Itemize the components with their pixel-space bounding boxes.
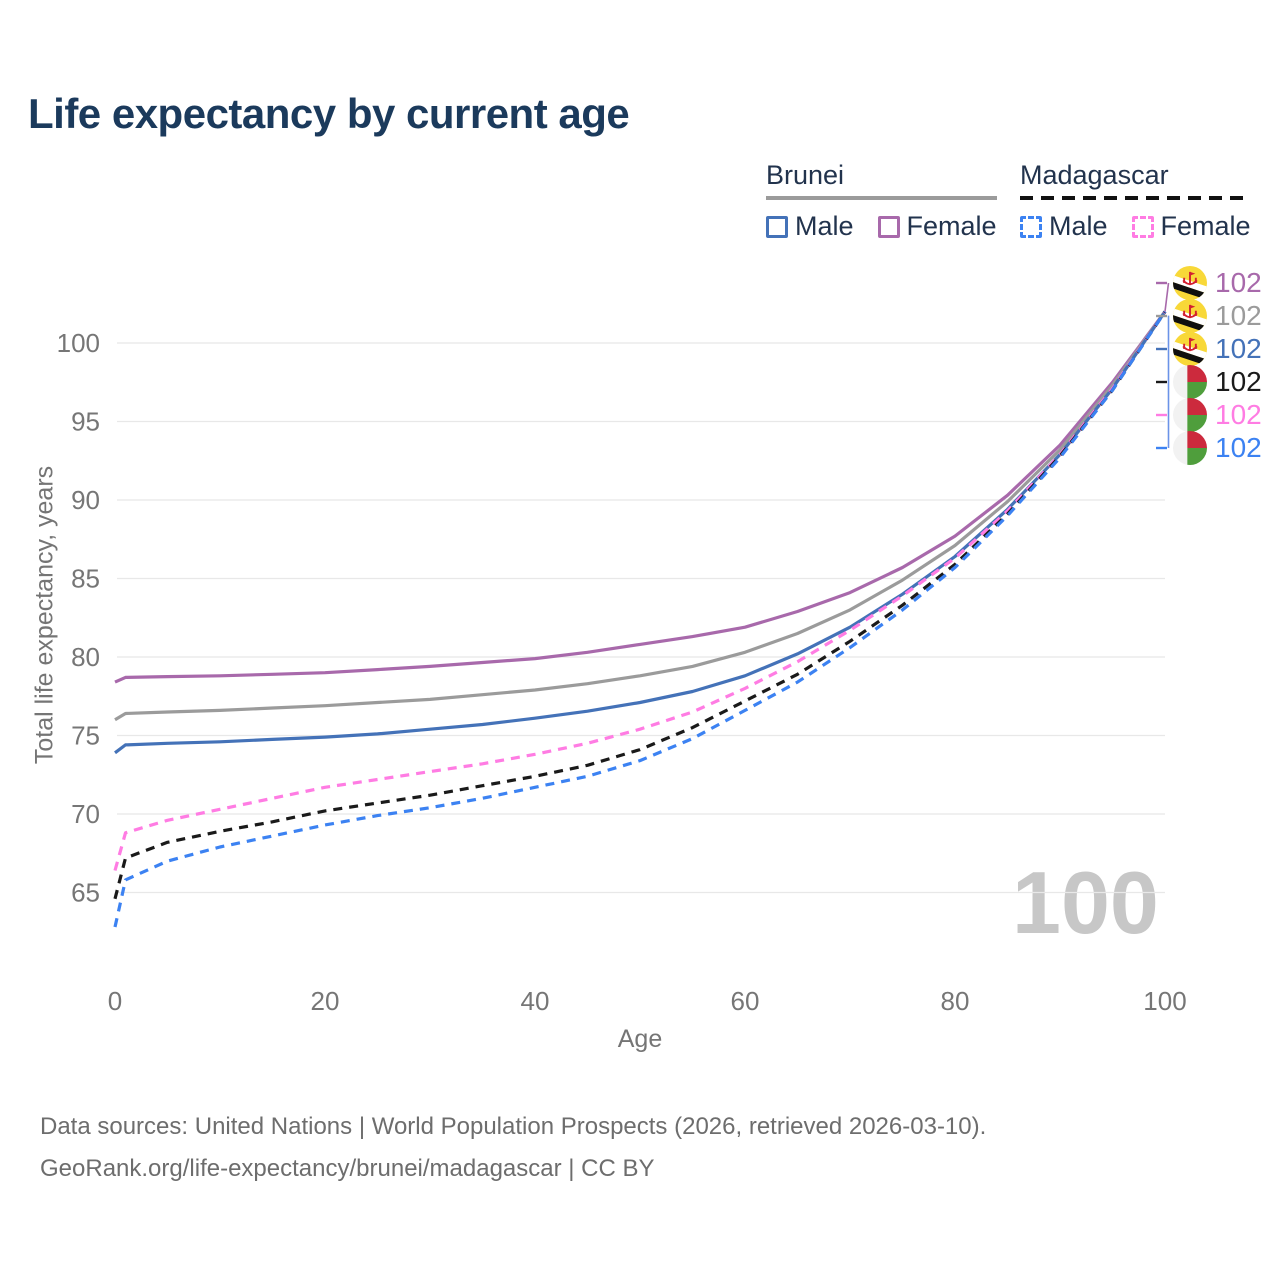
end-value: 102 bbox=[1215, 300, 1262, 331]
footer-link: GeoRank.org/life-expectancy/brunei/madag… bbox=[40, 1155, 655, 1182]
x-tick-label-20: 20 bbox=[311, 986, 340, 1016]
legend-item-label: Male bbox=[795, 211, 854, 241]
series-line-madagascar-both-sexes bbox=[113, 310, 1167, 900]
legend-swatch-icon bbox=[1020, 215, 1042, 238]
x-tick-label-80: 80 bbox=[941, 986, 970, 1016]
x-tick-label-100: 100 bbox=[1143, 986, 1186, 1016]
legend-item-brunei-male[interactable]: Male bbox=[766, 211, 854, 242]
brunei-line-style-icon bbox=[766, 196, 997, 200]
y-tick-label-95: 95 bbox=[71, 407, 100, 437]
madagascar-line-style-icon bbox=[1020, 196, 1251, 200]
end-value: 102 bbox=[1215, 267, 1262, 298]
brunei-flag-icon bbox=[1173, 332, 1207, 366]
y-tick-label-75: 75 bbox=[71, 721, 100, 751]
x-tick-label-60: 60 bbox=[731, 986, 760, 1016]
legend-items-brunei: Male Female bbox=[766, 211, 997, 242]
y-tick-label-85: 85 bbox=[71, 564, 100, 594]
end-label-row-brunei-female: 102 bbox=[1173, 266, 1262, 300]
series-line-brunei-male bbox=[114, 310, 1167, 755]
current-age-watermark: 100 bbox=[1012, 853, 1159, 952]
y-tick-label-65: 65 bbox=[71, 878, 100, 908]
end-value: 102 bbox=[1215, 432, 1262, 463]
series-lines bbox=[113, 310, 1167, 928]
legend-swatch-icon bbox=[1131, 215, 1154, 238]
legend-header-madagascar[interactable]: Madagascar bbox=[1020, 160, 1169, 190]
end-label-row-madagascar-both: 102 bbox=[1173, 365, 1262, 399]
legend-swatch-icon bbox=[766, 215, 788, 238]
end-label-row-brunei-both: 102 bbox=[1173, 299, 1262, 333]
connector-top bbox=[1164, 282, 1170, 312]
legend-group-brunei: Brunei Male Female bbox=[766, 160, 997, 242]
series-line-madagascar-female bbox=[113, 310, 1167, 871]
x-tick-label-0: 0 bbox=[108, 986, 122, 1016]
madagascar-flag-icon bbox=[1173, 431, 1207, 465]
y-tick-label-80: 80 bbox=[71, 642, 100, 672]
page-title: Life expectancy by current age bbox=[28, 90, 630, 137]
brunei-flag-icon bbox=[1173, 299, 1207, 333]
series-line-brunei-both-sexes bbox=[114, 310, 1167, 722]
end-label-row-madagascar-male: 102 bbox=[1173, 431, 1262, 465]
legend-header-brunei[interactable]: Brunei bbox=[766, 160, 845, 190]
legend-item-madagascar-male[interactable]: Male bbox=[1020, 211, 1108, 242]
y-axis-title: Total life expectancy, years bbox=[30, 465, 59, 765]
legend-item-brunei-female[interactable]: Female bbox=[877, 211, 997, 242]
end-value: 102 bbox=[1215, 399, 1262, 430]
gridlines bbox=[117, 342, 1165, 894]
end-label-row-brunei-male: 102 bbox=[1173, 332, 1262, 366]
end-label-connectors bbox=[1156, 281, 1170, 450]
y-tick-label-90: 90 bbox=[71, 485, 100, 515]
legend-item-label: Female bbox=[906, 211, 997, 241]
legend-item-label: Male bbox=[1049, 211, 1108, 241]
x-axis-title: Age bbox=[618, 1025, 662, 1053]
footer: Data sources: United Nations | World Pop… bbox=[40, 1106, 986, 1190]
y-tick-label-70: 70 bbox=[71, 799, 100, 829]
end-label-row-madagascar-female: 102 bbox=[1173, 398, 1262, 432]
footer-sources: Data sources: United Nations | World Pop… bbox=[40, 1113, 987, 1140]
madagascar-flag-icon bbox=[1173, 398, 1207, 432]
legend-group-madagascar: Madagascar Male Female bbox=[1020, 160, 1251, 242]
madagascar-flag-icon bbox=[1173, 365, 1207, 399]
legend-swatch-icon bbox=[877, 215, 900, 238]
end-value: 102 bbox=[1215, 366, 1262, 397]
legend-items-madagascar: Male Female bbox=[1020, 211, 1251, 242]
legend-item-madagascar-female[interactable]: Female bbox=[1131, 211, 1251, 242]
series-line-brunei-female bbox=[114, 310, 1167, 684]
series-line-madagascar-male bbox=[113, 310, 1167, 928]
brunei-flag-icon bbox=[1173, 266, 1207, 300]
end-value: 102 bbox=[1215, 333, 1262, 364]
x-tick-label-40: 40 bbox=[521, 986, 550, 1016]
y-tick-label-100: 100 bbox=[57, 328, 100, 358]
legend-item-label: Female bbox=[1160, 211, 1251, 241]
